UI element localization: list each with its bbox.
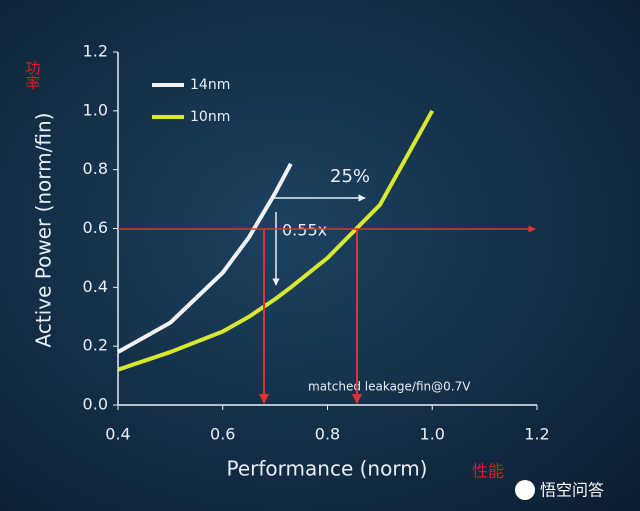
y-tick-label: 0.6: [83, 218, 108, 237]
annotation: matched leakage/fin@0.7V: [308, 380, 471, 394]
x-tick-label: 0.4: [105, 425, 130, 444]
y-tick-label: 0.2: [83, 336, 108, 355]
x-tick-label: 0.6: [210, 425, 235, 444]
annotation: 0.55x: [282, 221, 327, 240]
watermark-icon: [515, 480, 535, 500]
y-tick-label: 0.0: [83, 395, 108, 414]
y-tick-label: 1.2: [83, 42, 108, 61]
annotation: 功率: [24, 60, 42, 90]
legend-label: 10nm: [190, 109, 230, 125]
annotation: 性能: [472, 462, 504, 481]
series-line: [117, 162, 293, 354]
y-tick-label: 0.8: [83, 159, 108, 178]
series-line: [117, 109, 434, 372]
annotation: 25%: [330, 166, 370, 187]
y-axis-title: Active Power (norm/fin): [32, 113, 56, 348]
x-tick-label: 1.0: [420, 425, 445, 444]
y-tick-label: 1.0: [83, 100, 108, 119]
x-tick-label: 1.2: [524, 425, 549, 444]
x-axis-title: Performance (norm): [227, 457, 428, 481]
legend-label: 14nm: [190, 77, 230, 93]
y-tick-label: 0.4: [83, 277, 108, 296]
x-tick-label: 0.8: [315, 425, 340, 444]
watermark: 悟空问答: [540, 481, 604, 500]
